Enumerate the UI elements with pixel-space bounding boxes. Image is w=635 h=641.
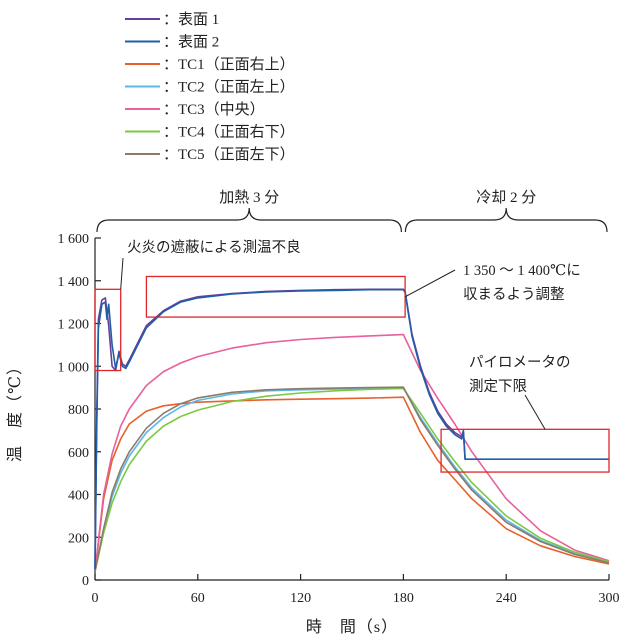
x-tick-label: 240 (496, 591, 517, 606)
series-line (94, 288, 466, 570)
x-tick-label: 120 (290, 591, 311, 606)
phase-brace (404, 207, 608, 233)
x-tick-label: 300 (599, 591, 620, 606)
annotation-leader (120, 257, 124, 290)
legend-label: ：TC4（正面右下） (163, 124, 295, 141)
annotation-label: パイロメータの (469, 354, 571, 371)
legend-label: ：TC2（正面左上） (163, 79, 295, 96)
ticks: 0 60 120 180 240 300 0 200 400 600 800 1 000 1 200 1 … (58, 232, 620, 606)
phase-label: 冷却 2 分 (476, 189, 536, 206)
series-line (94, 288, 609, 570)
y-tick-label: 1 000 (58, 360, 90, 375)
y-tick-label: 800 (68, 403, 89, 418)
x-axis-label: 時 間（s） (306, 618, 398, 636)
legend-label: ：TC1（正面右上） (163, 56, 295, 73)
phase-braces: 加熱 3 分 冷却 2 分 (96, 189, 608, 233)
annotation-leader (404, 269, 456, 298)
x-tick-label: 60 (191, 591, 205, 606)
legend-label: ：表面 1 (163, 11, 219, 28)
legend-label: ：TC5（正面左下） (163, 146, 295, 163)
phase-label: 加熱 3 分 (219, 189, 279, 206)
x-tick-label: 0 (92, 591, 99, 606)
y-tick-label: 1 600 (58, 232, 90, 247)
annotation-box (94, 288, 122, 372)
annotation-box (440, 428, 610, 473)
series-line (94, 396, 610, 572)
x-tick-label: 180 (393, 591, 414, 606)
y-tick-label: 600 (68, 446, 89, 461)
series-line (94, 333, 610, 572)
legend-label: ：TC3（中央） (163, 101, 265, 118)
annotation-label: 1 350 ～ 1 400℃に (463, 263, 581, 279)
phase-brace (96, 207, 402, 233)
series-line (94, 387, 610, 572)
annotation-label: 収まるよう調整 (463, 286, 565, 303)
y-tick-label: 400 (68, 489, 89, 504)
annotation-box (145, 275, 406, 318)
series-line (94, 387, 610, 572)
annotation-leader (524, 394, 546, 430)
y-tick-label: 1 200 (58, 318, 90, 333)
legend: ：表面 1 ：表面 2 ：TC1（正面右上） ：TC2（正面左上） ：TC3（中央） ：T… (125, 11, 295, 163)
y-axis-label: 温 度（℃） (6, 358, 24, 462)
y-tick-label: 0 (82, 574, 89, 589)
series-lines (94, 288, 610, 572)
y-tick-label: 200 (68, 531, 89, 546)
legend-label: ：表面 2 (163, 34, 219, 51)
annotation-label: 火炎の遮蔽による測温不良 (127, 239, 301, 256)
annotation-label: 測定下限 (469, 378, 527, 395)
series-line (94, 386, 610, 572)
annotations: 火炎の遮蔽による測温不良 1 350 ～ 1 400℃に収まるよう調整パイロメータ… (94, 239, 610, 473)
y-tick-label: 1 400 (58, 275, 90, 290)
